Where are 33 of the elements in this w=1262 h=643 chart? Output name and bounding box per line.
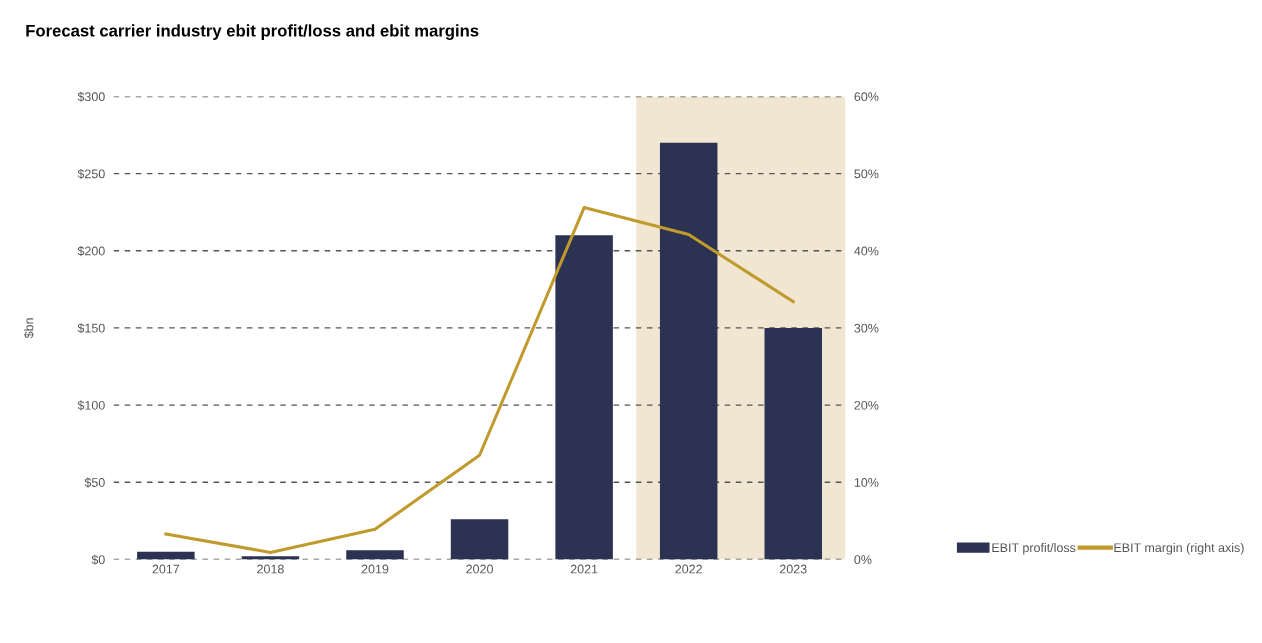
x-tick-label: 2018 bbox=[257, 564, 284, 574]
x-tick-label: 2019 bbox=[361, 564, 389, 574]
x-tick-label: 2023 bbox=[779, 564, 807, 574]
y-tick-label: $0 bbox=[91, 554, 105, 565]
y-tick-label: $250 bbox=[77, 168, 105, 180]
bar bbox=[659, 142, 718, 560]
y-tick-label: $300 bbox=[77, 91, 105, 102]
y2-tick-label: 10% bbox=[854, 478, 879, 487]
y2-tick-label: 20% bbox=[854, 400, 879, 410]
y2-tick-label: 40% bbox=[854, 246, 879, 256]
y-tick-label: $200 bbox=[77, 246, 105, 257]
bar bbox=[137, 551, 195, 560]
y2-tick-label: 50% bbox=[854, 169, 879, 179]
y2-tick-label: 60% bbox=[854, 92, 879, 102]
x-tick-label: 2017 bbox=[152, 564, 180, 574]
bar bbox=[450, 519, 509, 560]
bar bbox=[555, 235, 613, 560]
y-tick-label: $50 bbox=[84, 477, 105, 488]
x-tick-label: 2022 bbox=[675, 564, 702, 574]
y-tick-label: $150 bbox=[77, 323, 105, 334]
y2-tick-label: 0% bbox=[854, 555, 872, 565]
legend-label: EBIT margin (right axis) bbox=[1114, 542, 1244, 555]
y2-tick-label: 30% bbox=[854, 323, 879, 333]
bar bbox=[241, 556, 300, 560]
chart-title: Forecast carrier industry ebit profit/loss and ebit margins bbox=[26, 24, 479, 40]
line-series bbox=[164, 206, 795, 554]
bar bbox=[764, 327, 823, 560]
bar bbox=[346, 550, 404, 560]
x-tick-label: 2021 bbox=[570, 564, 598, 574]
y-axis-title: $bn bbox=[23, 318, 35, 339]
y-tick-label: $100 bbox=[77, 400, 105, 411]
legend-label: EBIT profit/loss bbox=[992, 542, 1076, 555]
x-tick-label: 2020 bbox=[466, 564, 493, 574]
